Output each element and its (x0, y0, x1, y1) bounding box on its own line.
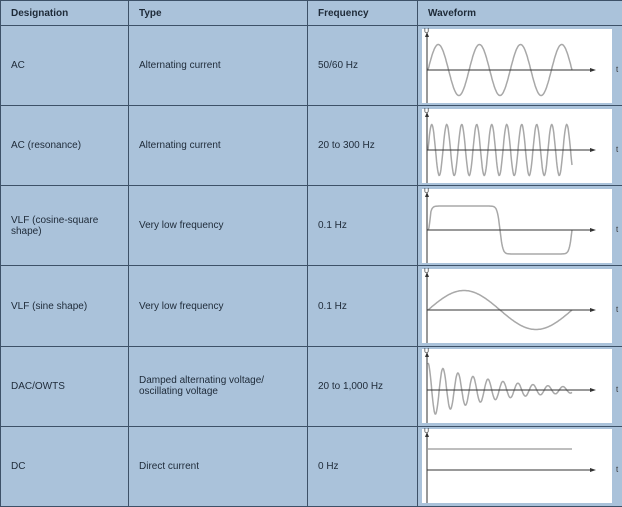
t-axis-arrow-icon (590, 388, 596, 393)
waveform-cell: U t (417, 425, 622, 507)
u-axis-arrow-icon (425, 352, 429, 358)
type-cell: Damped alternating voltage/ oscillating … (128, 345, 308, 427)
t-axis-arrow-icon (590, 308, 596, 313)
waveform-plot: U t (422, 108, 619, 183)
designation-cell: AC (0, 24, 129, 107)
u-axis-label: U (424, 108, 429, 115)
t-axis-label: t (616, 65, 619, 74)
frequency-cell: 50/60 Hz (307, 24, 418, 107)
t-axis-arrow-icon (590, 67, 596, 72)
waveform-cell: U t (417, 105, 622, 187)
waveform-plot: U t (422, 28, 619, 103)
designation-cell: VLF (cosine-square shape) (0, 185, 129, 267)
t-axis-arrow-icon (590, 147, 596, 152)
u-axis-arrow-icon (425, 111, 429, 117)
waveform-plot: U t (422, 268, 619, 344)
t-axis-arrow-icon (590, 468, 596, 473)
u-axis-arrow-icon (425, 432, 429, 438)
t-axis-label: t (616, 465, 619, 474)
u-axis-label: U (424, 188, 429, 195)
frequency-cell: 20 to 1,000 Hz (307, 345, 418, 427)
header-type: Type (128, 0, 308, 26)
u-axis-arrow-icon (425, 31, 429, 37)
frequency-cell: 0 Hz (307, 425, 418, 507)
type-cell: Very low frequency (128, 185, 308, 267)
designation-cell: DC (0, 425, 129, 507)
t-axis-label: t (616, 385, 619, 394)
table-row: DAC/OWTS Damped alternating voltage/ osc… (0, 345, 622, 427)
designation-cell: VLF (sine shape) (0, 265, 129, 347)
u-axis-label: U (424, 28, 429, 35)
waveform-line (427, 362, 573, 416)
designation-cell: DAC/OWTS (0, 345, 129, 427)
waveform-plot: U t (422, 188, 619, 263)
waveform-cell: U t (417, 185, 622, 267)
table-row: DC Direct current 0 Hz U t (0, 425, 622, 507)
t-axis-arrow-icon (590, 227, 596, 232)
header-designation: Designation (0, 0, 129, 26)
header-frequency: Frequency (307, 0, 418, 26)
t-axis-label: t (616, 145, 619, 154)
header-waveform: Waveform (417, 0, 622, 26)
designation-cell: AC (resonance) (0, 105, 129, 187)
table-row: VLF (cosine-square shape) Very low frequ… (0, 185, 622, 267)
waveform-plot: U t (422, 348, 619, 424)
waveform-line (427, 43, 573, 96)
frequency-cell: 0.1 Hz (307, 265, 418, 347)
u-axis-arrow-icon (425, 191, 429, 197)
header-row: Designation Type Frequency Waveform (0, 0, 622, 26)
waveform-cell: U t (417, 265, 622, 347)
table-row: AC Alternating current 50/60 Hz U t (0, 24, 622, 107)
t-axis-label: t (616, 225, 619, 234)
type-cell: Direct current (128, 425, 308, 507)
table-row: VLF (sine shape) Very low frequency 0.1 … (0, 265, 622, 347)
waveform-plot: U t (422, 428, 619, 504)
u-axis-label: U (424, 268, 429, 275)
type-cell: Very low frequency (128, 265, 308, 347)
u-axis-label: U (424, 428, 429, 435)
frequency-cell: 20 to 300 Hz (307, 105, 418, 187)
frequency-cell: 0.1 Hz (307, 185, 418, 267)
type-cell: Alternating current (128, 105, 308, 187)
waveform-cell: U t (417, 345, 622, 427)
table-row: AC (resonance) Alternating current 20 to… (0, 105, 622, 187)
t-axis-label: t (616, 305, 619, 314)
waveform-cell: U t (417, 24, 622, 107)
u-axis-arrow-icon (425, 272, 429, 278)
u-axis-label: U (424, 348, 429, 355)
type-cell: Alternating current (128, 24, 308, 107)
